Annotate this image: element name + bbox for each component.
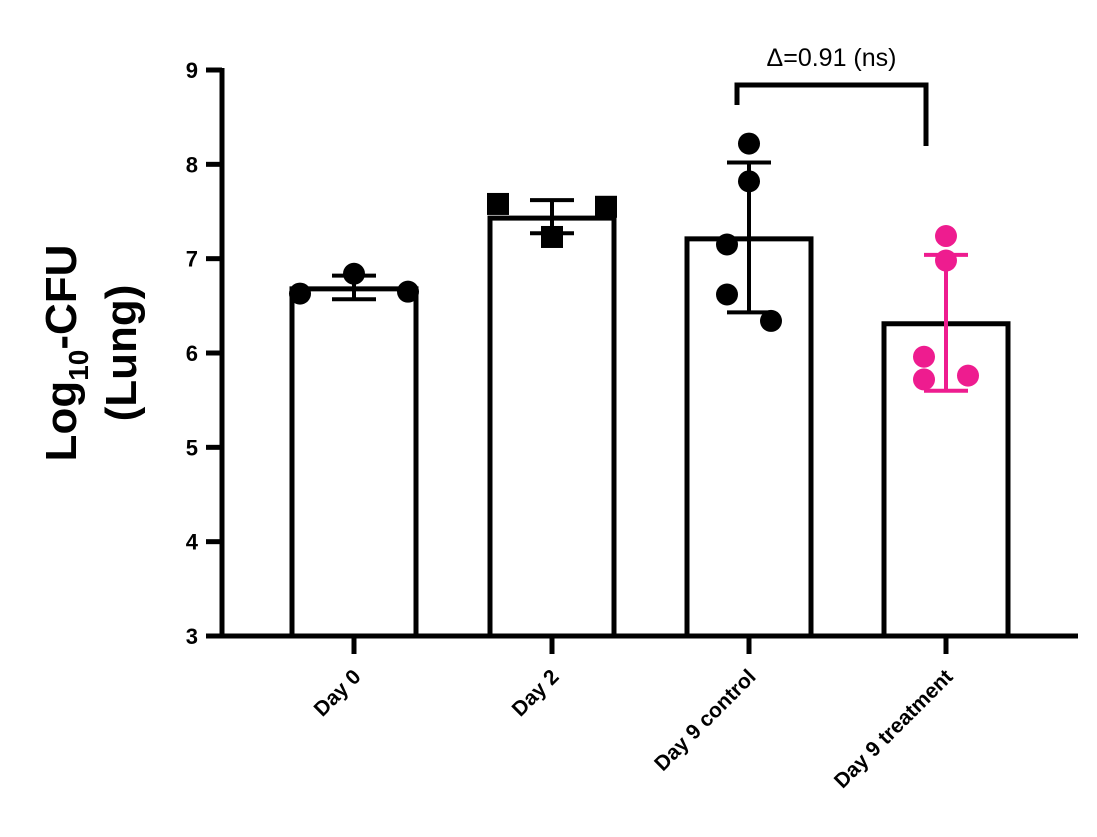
y-axis-label-rest: -CFU: [37, 245, 86, 350]
y-tick-label-4: 4: [186, 530, 199, 555]
points-layer: [289, 132, 979, 391]
data-point: [913, 368, 935, 391]
x-tick-label-2: Day 2: [508, 665, 564, 721]
data-point: [760, 309, 782, 332]
data-point: [738, 170, 760, 193]
y-tick-label-9: 9: [186, 58, 198, 83]
data-point: [738, 132, 760, 155]
data-point: [913, 345, 935, 368]
data-point: [595, 195, 617, 218]
bar-1: [289, 286, 419, 639]
x-tick-label-3: Day 9 control: [650, 665, 760, 775]
data-point: [935, 225, 957, 248]
data-point: [716, 233, 738, 256]
data-point: [343, 262, 365, 285]
axes-layer: [206, 67, 1078, 654]
annotation-layer: Δ=0.91 (ns): [734, 44, 929, 146]
y-axis-label-main: Log: [37, 381, 86, 462]
data-point: [487, 192, 509, 215]
y-axis-label-subscript: 10: [63, 350, 94, 381]
y-axis-label: Log10-CFU: [37, 245, 94, 462]
y-tick-label-8: 8: [186, 152, 198, 177]
y-axis-label-line2: (Lung): [97, 285, 146, 422]
bars-layer: [289, 215, 1011, 639]
bar-2: [487, 215, 617, 639]
data-point: [397, 280, 419, 303]
x-tick-label-1: Day 0: [310, 665, 366, 721]
y-tick-label-3: 3: [186, 624, 198, 649]
y-tick-label-6: 6: [186, 341, 198, 366]
error-bars-layer: [332, 160, 968, 393]
data-point: [716, 283, 738, 306]
significance-label: Δ=0.91 (ns): [767, 44, 897, 72]
data-point: [935, 249, 957, 272]
data-point: [957, 364, 979, 387]
y-tick-label-5: 5: [186, 435, 198, 460]
data-point: [289, 282, 311, 305]
x-tick-label-4: Day 9 treatment: [830, 665, 958, 793]
y-tick-label-7: 7: [186, 247, 198, 272]
data-point: [541, 225, 563, 248]
significance-bracket: [734, 82, 929, 146]
